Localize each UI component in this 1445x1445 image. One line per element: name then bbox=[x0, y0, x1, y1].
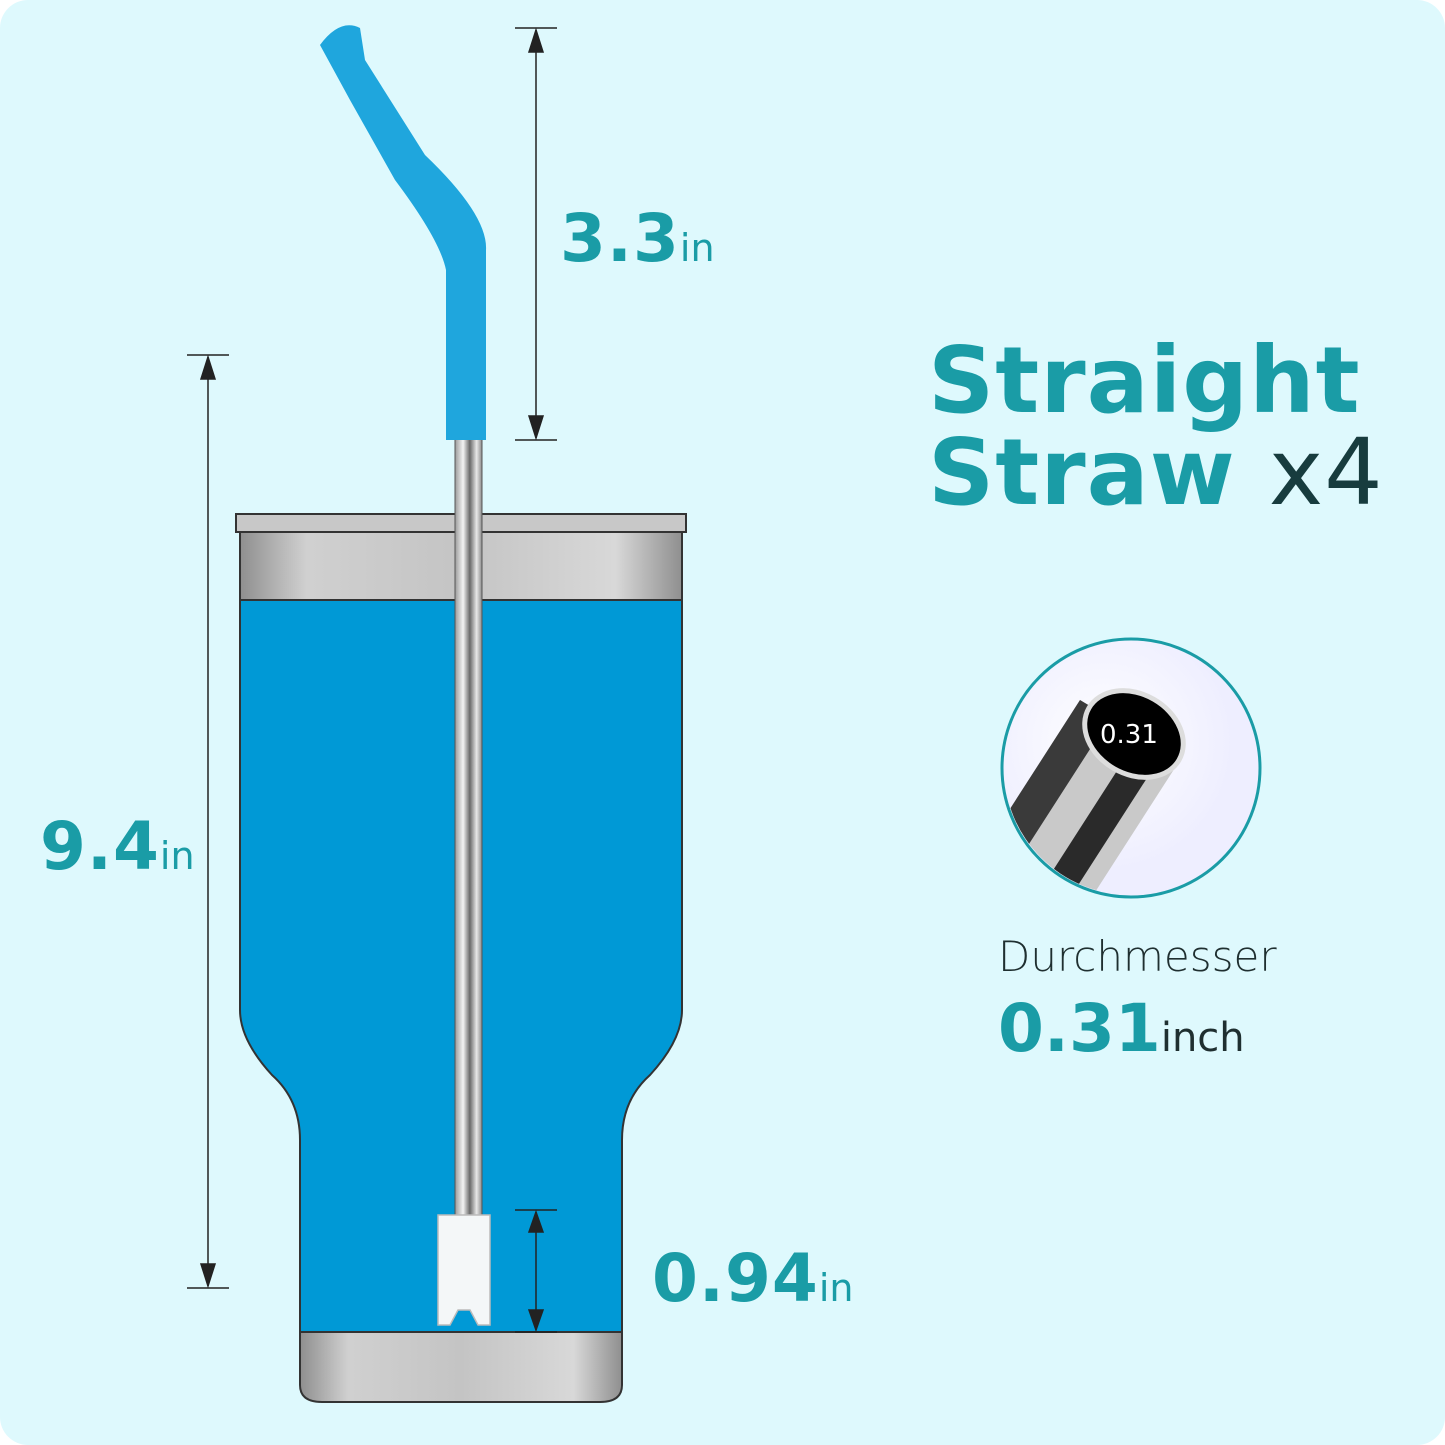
tumbler-base bbox=[299, 1331, 623, 1403]
diameter-closeup bbox=[1000, 637, 1262, 899]
silicone-bent-tip bbox=[320, 25, 487, 440]
silicone-end-tip bbox=[437, 1214, 491, 1326]
dimension-line-end-tip bbox=[515, 1209, 557, 1333]
dimension-line-bent-tip bbox=[515, 27, 557, 441]
steel-tube bbox=[454, 434, 483, 1226]
dimension-line-total bbox=[187, 354, 229, 1289]
product-title: Straight Straw x4 bbox=[928, 327, 1384, 526]
straw bbox=[320, 25, 491, 1326]
dimension-label-end-tip: 0.94in bbox=[652, 1240, 854, 1317]
dimension-label-bent-tip: 3.3in bbox=[560, 200, 715, 277]
diameter-label: Durchmesser bbox=[998, 932, 1277, 981]
dimension-label-total: 9.4in bbox=[40, 808, 195, 885]
diameter-badge: 0.31 bbox=[1100, 720, 1158, 750]
diameter-value: 0.31inch bbox=[998, 990, 1245, 1067]
